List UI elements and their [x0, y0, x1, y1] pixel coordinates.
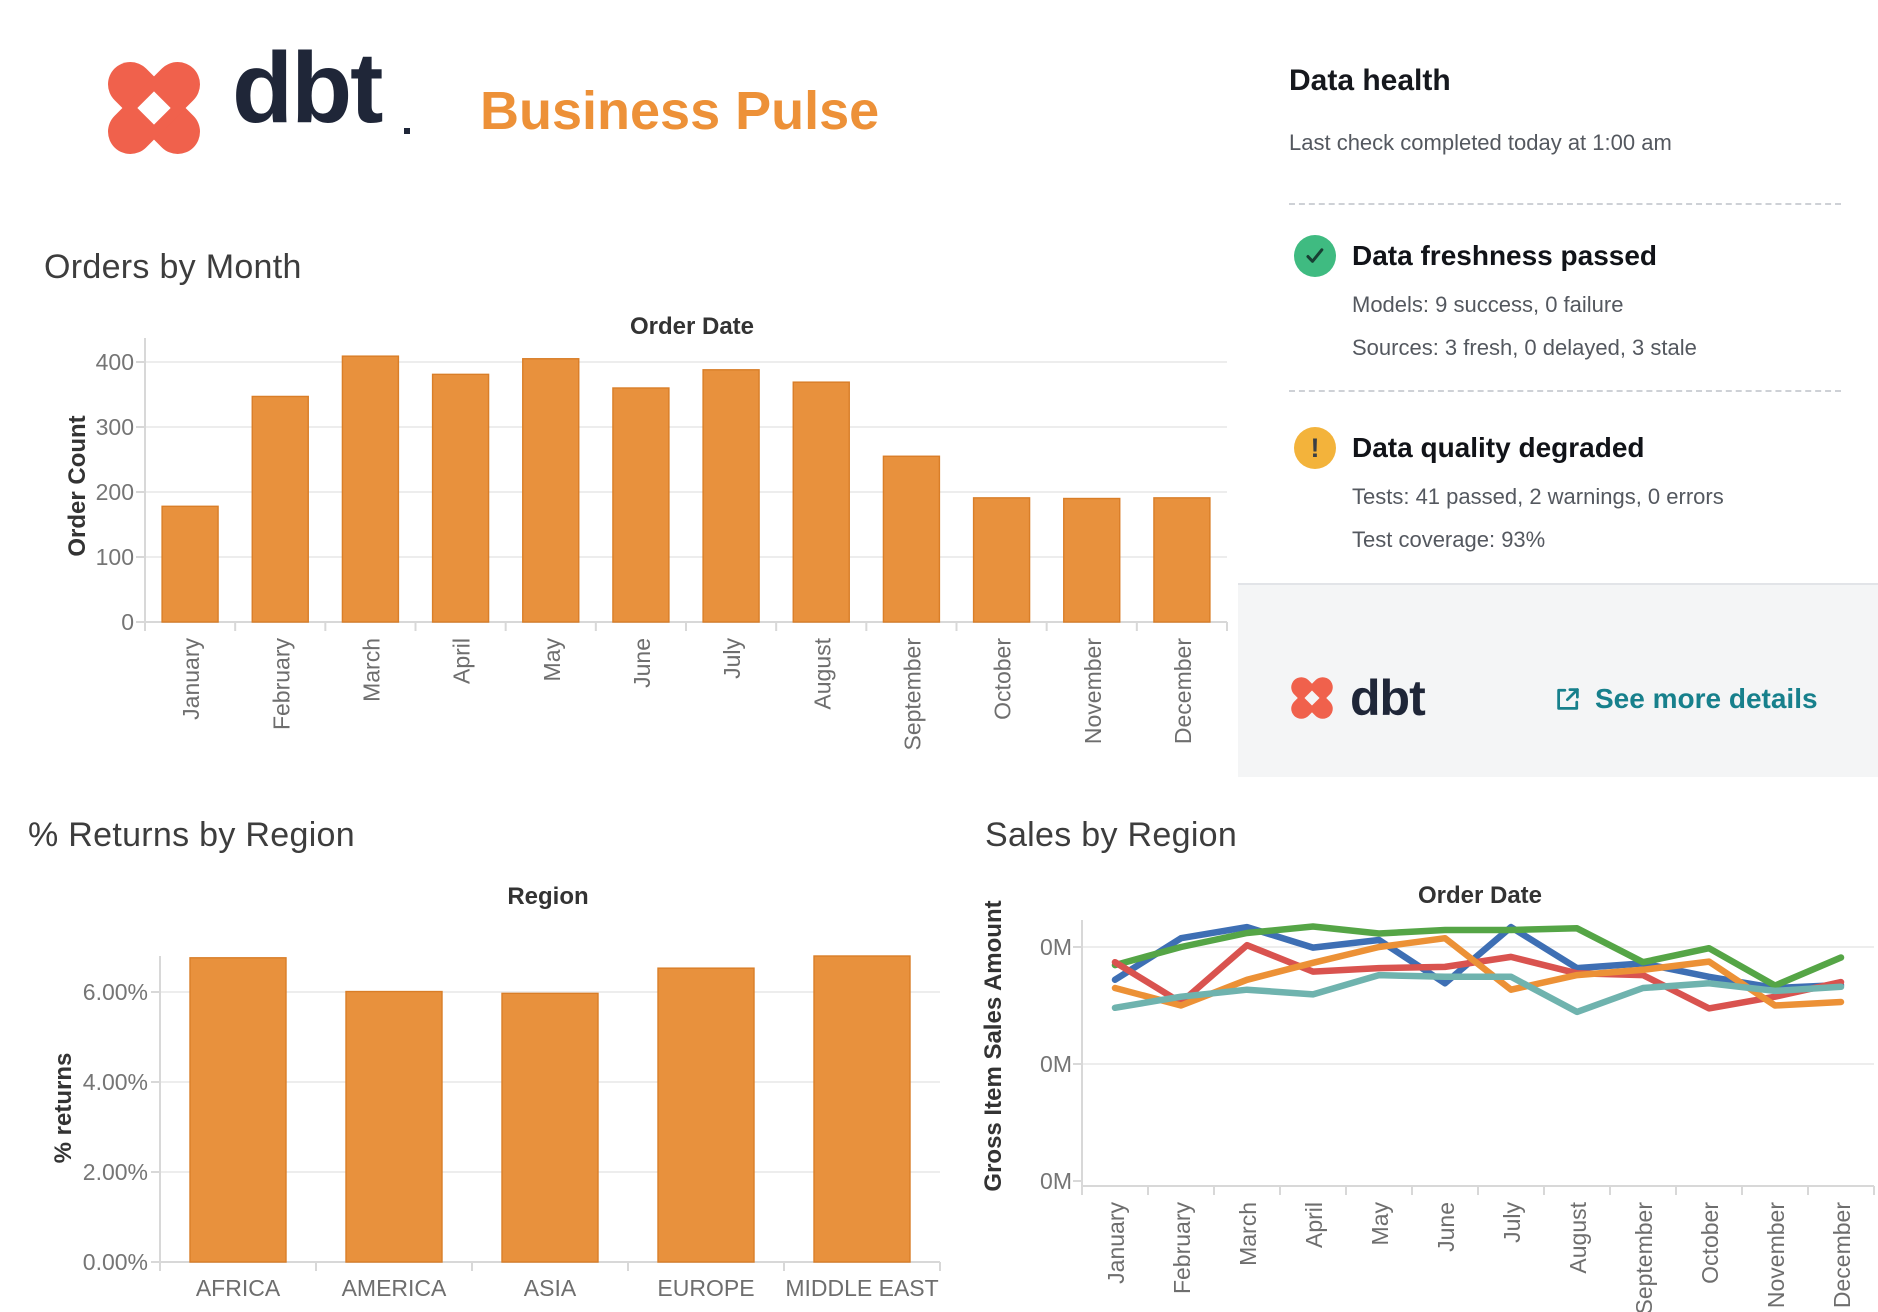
category-label: September — [899, 638, 925, 751]
category-label: May — [1367, 1202, 1393, 1246]
y-tick-label: 0 — [121, 609, 134, 635]
category-label: MIDDLE EAST — [785, 1275, 938, 1301]
y-tick-label: 0M — [1040, 1168, 1072, 1194]
external-link-icon — [1553, 684, 1583, 714]
quality-title: Data quality degraded — [1352, 432, 1645, 463]
divider — [1289, 390, 1841, 392]
category-label: AFRICA — [196, 1275, 281, 1301]
data-health-last-check: Last check completed today at 1:00 am — [1289, 130, 1672, 155]
y-tick-label: 100 — [96, 544, 134, 570]
category-label: October — [990, 638, 1016, 720]
category-label: November — [1080, 638, 1106, 744]
bar-october[interactable] — [972, 497, 1031, 623]
data-health-title: Data health — [1289, 64, 1451, 97]
category-label: October — [1697, 1202, 1723, 1284]
y-tick-label: 400 — [96, 349, 134, 375]
category-label: December — [1829, 1202, 1855, 1308]
bar-july[interactable] — [702, 369, 760, 623]
bar-august[interactable] — [792, 381, 850, 623]
category-label: November — [1763, 1202, 1789, 1308]
line-series-orange[interactable] — [1111, 934, 1845, 1009]
bar-middle-east[interactable] — [813, 955, 911, 1263]
see-more-details-label: See more details — [1595, 683, 1818, 714]
bar-europe[interactable] — [657, 967, 755, 1263]
trademark-dot — [404, 128, 410, 134]
y-tick-label: 6.00% — [83, 979, 148, 1005]
bar-april[interactable] — [431, 373, 490, 623]
line-series-teal[interactable] — [1111, 971, 1845, 1016]
freshness-models-line: Models: 9 success, 0 failure — [1352, 292, 1624, 317]
bar-america[interactable] — [345, 990, 443, 1263]
bar-september[interactable] — [882, 455, 941, 623]
category-label: July — [1499, 1202, 1525, 1243]
bar-november[interactable] — [1063, 497, 1121, 623]
category-label: January — [178, 638, 204, 720]
category-label: ASIA — [524, 1275, 577, 1301]
y-tick-label: 200 — [96, 479, 134, 505]
returns-by-region-chart: 0.00% 2.00% 4.00% 6.00% AFRICA AMERICA ASIA EUR… — [83, 955, 941, 1301]
sales-by-region-chart: 0M 20M 40M January February March April May June… — [1040, 920, 1875, 1312]
bar-june[interactable] — [612, 387, 670, 623]
y-tick-label: 0.00% — [83, 1249, 148, 1275]
category-label: June — [1433, 1202, 1459, 1252]
y-tick-label: 300 — [96, 414, 134, 440]
quality-coverage-line: Test coverage: 93% — [1352, 527, 1546, 552]
orders-by-month-chart: 0 100 200 300 400 January February March April Ma… — [96, 338, 1228, 751]
category-label: December — [1170, 638, 1196, 744]
category-label: February — [268, 638, 294, 731]
returns-by-region-title: % Returns by Region — [28, 816, 355, 854]
freshness-sources-line: Sources: 3 fresh, 0 delayed, 3 stale — [1352, 335, 1697, 360]
line-series-blue[interactable] — [1111, 923, 1845, 992]
orders-chart-field-label: Order Date — [629, 313, 755, 340]
dbt-wordmark: dbt — [232, 32, 383, 144]
category-label: May — [539, 638, 565, 682]
category-label: EUROPE — [657, 1275, 754, 1301]
data-health-footer: dbt See more details — [1238, 583, 1878, 777]
category-label: June — [629, 638, 655, 688]
freshness-check-icon — [1294, 235, 1336, 277]
sales-chart-field-label: Order Date — [1417, 882, 1543, 909]
sales-y-axis-label: Gross Item Sales Amount — [980, 900, 1007, 1192]
bar-december[interactable] — [1153, 497, 1211, 623]
bar-march[interactable] — [341, 355, 400, 623]
dbt-footer-wordmark: dbt — [1350, 670, 1426, 726]
category-label: April — [1301, 1202, 1327, 1248]
quality-warning-icon: ! — [1294, 427, 1336, 469]
bar-africa[interactable] — [189, 957, 287, 1263]
page-title: Business Pulse — [480, 81, 880, 141]
sales-by-region-title: Sales by Region — [985, 816, 1238, 854]
bar-may[interactable] — [522, 358, 580, 623]
category-label: February — [1169, 1202, 1195, 1295]
dbt-footer-logo-icon — [1284, 670, 1340, 726]
bar-asia[interactable] — [501, 992, 599, 1263]
dbt-logo-icon — [92, 46, 216, 170]
y-tick-label: 40M — [1040, 934, 1072, 960]
divider — [1289, 203, 1841, 205]
see-more-details-link[interactable]: See more details — [1553, 683, 1818, 715]
returns-chart-field-label: Region — [507, 883, 589, 910]
category-label: July — [719, 638, 745, 679]
freshness-title: Data freshness passed — [1352, 240, 1658, 271]
y-tick-label: 4.00% — [83, 1069, 148, 1095]
category-label: AMERICA — [342, 1275, 447, 1301]
y-tick-label: 20M — [1040, 1051, 1072, 1077]
bar-february[interactable] — [251, 395, 309, 623]
category-label: August — [1565, 1201, 1591, 1273]
y-tick-label: 2.00% — [83, 1159, 148, 1185]
line-series-green[interactable] — [1111, 923, 1845, 989]
category-label: January — [1103, 1202, 1129, 1284]
category-label: March — [1235, 1202, 1261, 1266]
bar-january[interactable] — [161, 505, 219, 623]
category-label: March — [358, 638, 384, 702]
category-label: September — [1631, 1202, 1657, 1312]
category-label: April — [449, 638, 475, 684]
quality-tests-line: Tests: 41 passed, 2 warnings, 0 errors — [1352, 484, 1724, 509]
category-label: August — [809, 637, 835, 709]
orders-by-month-title: Orders by Month — [44, 248, 302, 286]
